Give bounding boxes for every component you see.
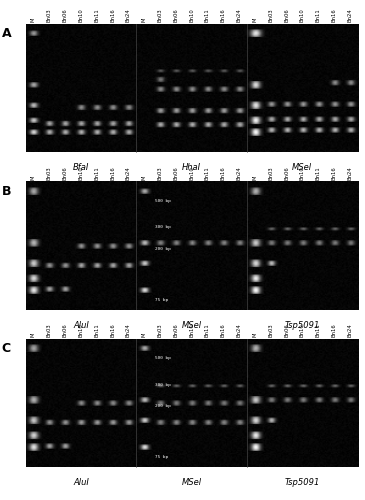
Text: 500 bp: 500 bp (155, 356, 171, 360)
Text: Bn06: Bn06 (173, 8, 178, 22)
Text: M: M (142, 175, 147, 180)
Text: Bn10: Bn10 (300, 166, 305, 179)
Text: Bn11: Bn11 (94, 166, 99, 179)
Text: MSel: MSel (181, 478, 202, 487)
Text: 200 bp: 200 bp (5, 88, 22, 94)
Text: Bn16: Bn16 (331, 8, 337, 22)
Text: M: M (31, 332, 36, 337)
Text: MSel: MSel (181, 320, 202, 330)
Text: 200 bp: 200 bp (155, 246, 171, 250)
Text: Bn03: Bn03 (268, 324, 273, 337)
Text: Bn06: Bn06 (173, 324, 178, 337)
Text: Bn03: Bn03 (47, 166, 52, 179)
Text: Bn24: Bn24 (126, 324, 131, 337)
Text: Bn10: Bn10 (78, 8, 84, 22)
Text: Tsp5091: Tsp5091 (285, 478, 320, 487)
Text: 500 bp: 500 bp (5, 356, 22, 361)
Text: Bn10: Bn10 (189, 324, 194, 337)
Text: Bn16: Bn16 (221, 324, 226, 337)
Text: 500 bp: 500 bp (5, 198, 22, 203)
Text: HhaI: HhaI (182, 163, 201, 172)
Text: Bn06: Bn06 (284, 324, 289, 337)
Text: Bn16: Bn16 (331, 324, 337, 337)
Text: B: B (2, 185, 11, 198)
Text: Bn03: Bn03 (268, 166, 273, 179)
Text: Bn10: Bn10 (78, 324, 84, 337)
Text: Bn11: Bn11 (316, 8, 321, 22)
Text: Bn24: Bn24 (126, 166, 131, 179)
Text: Bn24: Bn24 (237, 8, 242, 22)
Text: 300 bp: 300 bp (5, 382, 22, 388)
Text: Bn11: Bn11 (205, 324, 210, 337)
Text: 300 bp: 300 bp (155, 226, 171, 230)
Text: M: M (252, 18, 257, 22)
Text: Bn06: Bn06 (62, 166, 68, 179)
Text: M: M (142, 332, 147, 337)
Text: Bn10: Bn10 (300, 8, 305, 22)
Text: Bn24: Bn24 (237, 166, 242, 179)
Text: Bn06: Bn06 (284, 8, 289, 22)
Text: M: M (31, 175, 36, 180)
Text: Bn03: Bn03 (157, 8, 162, 22)
Text: Bn06: Bn06 (62, 8, 68, 22)
Text: 400 bp: 400 bp (5, 368, 22, 372)
Text: Bn10: Bn10 (300, 324, 305, 337)
Text: A: A (2, 28, 11, 40)
Text: Bn06: Bn06 (62, 324, 68, 337)
Text: Bn03: Bn03 (268, 8, 273, 22)
Text: 300 bp: 300 bp (5, 68, 22, 72)
Text: Bn11: Bn11 (316, 324, 321, 337)
Text: M: M (31, 18, 36, 22)
Text: 500 bp: 500 bp (155, 199, 171, 203)
Text: M: M (252, 175, 257, 180)
Text: 400 bp: 400 bp (5, 210, 22, 215)
Text: C: C (2, 342, 11, 355)
Text: M: M (252, 332, 257, 337)
Text: Bn11: Bn11 (94, 324, 99, 337)
Text: 300 bp: 300 bp (155, 383, 171, 387)
Text: BfaI: BfaI (73, 163, 89, 172)
Text: Bn10: Bn10 (78, 166, 84, 179)
Text: 75 bp: 75 bp (8, 454, 22, 460)
Text: Bn16: Bn16 (110, 8, 115, 22)
Text: Bn06: Bn06 (284, 166, 289, 179)
Text: Bn16: Bn16 (110, 166, 115, 179)
Text: Bn24: Bn24 (347, 324, 352, 337)
Text: Bn10: Bn10 (189, 8, 194, 22)
Text: Bn03: Bn03 (157, 166, 162, 179)
Text: M: M (142, 18, 147, 22)
Text: Bn16: Bn16 (331, 166, 337, 179)
Text: 200 bp: 200 bp (155, 404, 171, 408)
Text: Bn11: Bn11 (205, 8, 210, 22)
Text: Bn16: Bn16 (221, 166, 226, 179)
Text: AluI: AluI (73, 320, 89, 330)
Text: 300 bp: 300 bp (5, 225, 22, 230)
Text: Bn10: Bn10 (189, 166, 194, 179)
Text: 400 bp: 400 bp (5, 52, 22, 58)
Text: 75 bp: 75 bp (155, 298, 168, 302)
Text: 75 bp: 75 bp (155, 455, 168, 459)
Text: Bn11: Bn11 (316, 166, 321, 179)
Text: Bn06: Bn06 (173, 166, 178, 179)
Text: AluI: AluI (73, 478, 89, 487)
Text: Bn24: Bn24 (347, 166, 352, 179)
Text: Bn03: Bn03 (157, 324, 162, 337)
Text: MSel: MSel (292, 163, 312, 172)
Text: Bn16: Bn16 (110, 324, 115, 337)
Text: Bn11: Bn11 (94, 8, 99, 22)
Text: 200 bp: 200 bp (5, 246, 22, 251)
Text: Bn24: Bn24 (237, 324, 242, 337)
Text: Bn24: Bn24 (347, 8, 352, 22)
Text: Bn03: Bn03 (47, 324, 52, 337)
Text: 200 bp: 200 bp (5, 404, 22, 408)
Text: 500 bp: 500 bp (5, 41, 22, 46)
Text: 75 bp: 75 bp (8, 297, 22, 302)
Text: Bn11: Bn11 (205, 166, 210, 179)
Text: Tsp5091: Tsp5091 (285, 320, 320, 330)
Text: Bn16: Bn16 (221, 8, 226, 22)
Text: 75 bp: 75 bp (8, 140, 22, 144)
Text: Bn03: Bn03 (47, 8, 52, 22)
Text: Bn24: Bn24 (126, 8, 131, 22)
